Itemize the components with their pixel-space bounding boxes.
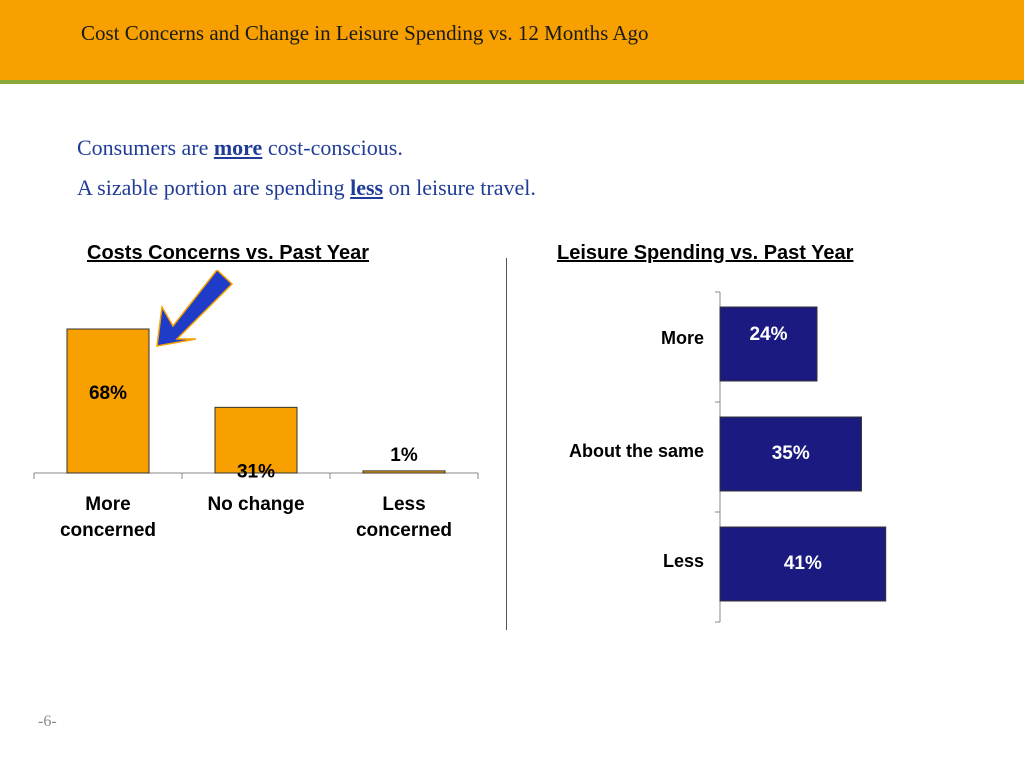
data-label: 68%: [89, 383, 127, 404]
chart-divider: [506, 258, 507, 630]
data-label: 31%: [237, 461, 275, 482]
bar: [719, 306, 818, 382]
line2-pre: A sizable portion are spending: [77, 175, 351, 200]
line1-post: cost-conscious.: [262, 135, 403, 160]
right-chart-title: Leisure Spending vs. Past Year: [557, 242, 854, 264]
subtitle-line-1: Consumers are more cost-conscious.: [77, 135, 403, 161]
bar: [719, 416, 862, 492]
line1-pre: Consumers are: [77, 135, 214, 160]
page-number: -6-: [38, 713, 57, 730]
y-tick-label: About the same: [569, 441, 704, 461]
line2-emphasis: less: [350, 175, 384, 200]
arrow-icon: [156, 270, 234, 347]
bar: [66, 328, 150, 474]
x-tick-label: Less: [382, 494, 425, 515]
x-tick-label: No change: [207, 494, 304, 515]
subtitle-line-2: A sizable portion are spending less on l…: [77, 175, 536, 201]
x-tick-label: concerned: [60, 520, 156, 541]
x-tick-label: More: [85, 494, 130, 515]
leisure-spending-chart: 24% More 35% About the same 41% Less: [569, 291, 887, 623]
data-label: 1%: [390, 445, 418, 466]
cost-concerns-chart: 68% More concerned 31% No change 1% Less concer…: [33, 270, 479, 541]
x-tick-label: concerned: [356, 520, 452, 541]
bar: [362, 470, 446, 474]
bar: [214, 406, 298, 474]
header-rule: [0, 80, 1024, 84]
y-tick-label: Less: [663, 551, 704, 571]
data-label: 24%: [749, 324, 787, 345]
line1-emphasis: more: [213, 135, 263, 160]
header-bar: [0, 0, 1024, 80]
slide-title: Cost Concerns and Change in Leisure Spen…: [81, 21, 649, 45]
left-chart-title: Costs Concerns vs. Past Year: [87, 242, 369, 264]
data-label: 35%: [772, 443, 810, 464]
y-tick-label: More: [661, 328, 704, 348]
line2-post: on leisure travel.: [383, 175, 536, 200]
data-label: 41%: [784, 553, 822, 574]
bar: [719, 526, 887, 602]
